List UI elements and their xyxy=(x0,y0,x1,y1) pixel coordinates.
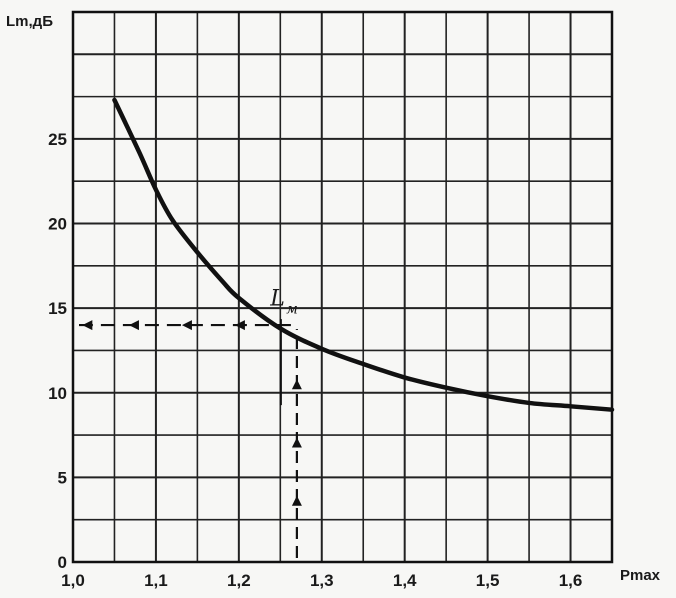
x-tick-label: 1,6 xyxy=(559,571,583,590)
arrowhead-left xyxy=(181,320,192,331)
x-tick-label: 1,5 xyxy=(476,571,500,590)
reference-lines xyxy=(79,319,302,558)
y-tick-label: 15 xyxy=(48,299,67,318)
series-line xyxy=(112,97,615,412)
y-tick-label: 5 xyxy=(58,468,67,487)
x-axis-label: Pmax xyxy=(620,567,661,584)
x-tick-label: 1,2 xyxy=(227,571,251,590)
arrowhead-left xyxy=(234,320,245,331)
x-tick-label: 1,0 xyxy=(61,571,85,590)
arrowhead-up xyxy=(291,379,302,390)
series-group xyxy=(112,97,615,412)
y-axis-ticks: 0 5 10 15 20 25 xyxy=(48,130,67,572)
y-tick-label: 20 xyxy=(48,215,67,234)
chart-grid xyxy=(73,12,612,562)
y-axis-label: Lm,дБ xyxy=(6,13,53,30)
x-tick-label: 1,3 xyxy=(310,571,334,590)
annotation-label: L xyxy=(269,286,285,311)
arrowhead-left xyxy=(128,320,139,331)
arrowhead-left xyxy=(82,320,93,331)
arrowhead-up xyxy=(291,495,302,506)
x-tick-label: 1,1 xyxy=(144,571,168,590)
x-axis-ticks: 1,0 1,1 1,2 1,3 1,4 1,5 1,6 xyxy=(61,571,582,590)
plot-frame xyxy=(71,10,614,564)
y-tick-label: 25 xyxy=(48,130,67,149)
y-tick-label: 10 xyxy=(48,384,67,403)
x-tick-label: 1,4 xyxy=(393,571,417,590)
y-tick-label: 0 xyxy=(58,553,67,572)
arrowhead-up xyxy=(291,437,302,448)
annotation-subscript: м xyxy=(286,301,298,317)
